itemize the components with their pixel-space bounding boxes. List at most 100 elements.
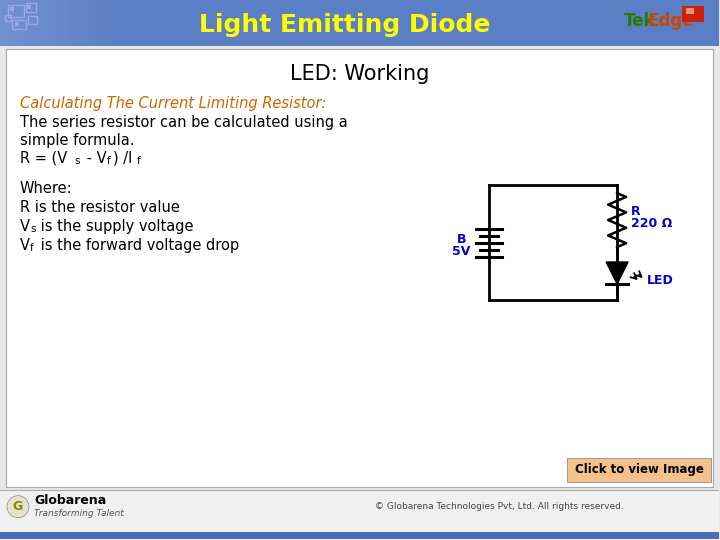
Text: Click to view Image: Click to view Image: [575, 463, 703, 476]
Bar: [80, 1, 82, 46]
Text: Tek: Tek: [624, 12, 656, 30]
Text: 220 Ω: 220 Ω: [631, 217, 672, 230]
Bar: [110, 1, 112, 46]
Bar: [10, 8, 14, 11]
Bar: [38, 1, 40, 46]
Bar: [6, 1, 8, 46]
Text: - V: - V: [82, 151, 107, 166]
Bar: [92, 1, 94, 46]
Text: ) /I: ) /I: [113, 151, 132, 166]
Polygon shape: [606, 262, 628, 284]
Bar: [27, 5, 31, 9]
Bar: [74, 1, 76, 46]
Text: The series resistor can be calculated using a: The series resistor can be calculated us…: [20, 114, 348, 130]
Bar: [106, 1, 108, 46]
Bar: [32, 1, 34, 46]
Bar: [0, 1, 2, 46]
Bar: [20, 1, 22, 46]
Bar: [56, 1, 58, 46]
Bar: [5, 15, 11, 22]
Text: f: f: [137, 156, 140, 166]
Text: s: s: [75, 156, 81, 166]
Bar: [114, 1, 116, 46]
Bar: [46, 1, 48, 46]
Bar: [26, 1, 28, 46]
Bar: [4, 1, 6, 46]
Bar: [18, 1, 20, 46]
Bar: [78, 1, 80, 46]
Bar: [60, 1, 62, 46]
Text: Globarena: Globarena: [34, 494, 107, 507]
Text: LED: LED: [647, 274, 674, 287]
Circle shape: [7, 496, 29, 518]
Bar: [96, 1, 98, 46]
Text: is the forward voltage drop: is the forward voltage drop: [36, 238, 239, 253]
Bar: [686, 9, 694, 15]
Text: LED: Working: LED: Working: [289, 64, 429, 84]
Bar: [88, 1, 90, 46]
Bar: [116, 1, 118, 46]
Bar: [50, 1, 52, 46]
Bar: [15, 22, 19, 26]
Bar: [112, 1, 114, 46]
Text: Where:: Where:: [20, 180, 73, 195]
Bar: [2, 1, 4, 46]
Bar: [68, 1, 70, 46]
Bar: [26, 3, 36, 12]
Bar: [76, 1, 78, 46]
Text: G: G: [13, 500, 23, 513]
Text: Calculating The Current Limiting Resistor:: Calculating The Current Limiting Resisto…: [20, 96, 326, 111]
Bar: [108, 1, 110, 46]
Bar: [12, 1, 14, 46]
Bar: [22, 1, 24, 46]
Bar: [72, 1, 74, 46]
Bar: [8, 1, 10, 46]
Text: f: f: [30, 243, 34, 253]
Text: R = (V: R = (V: [20, 151, 67, 166]
Bar: [16, 1, 18, 46]
Text: V: V: [20, 238, 30, 253]
Text: simple formula.: simple formula.: [20, 133, 135, 147]
Bar: [0, 490, 719, 539]
Text: s: s: [30, 224, 35, 234]
Text: 5V: 5V: [452, 245, 471, 258]
Bar: [28, 1, 30, 46]
Bar: [64, 1, 66, 46]
Bar: [30, 1, 32, 46]
Bar: [66, 1, 68, 46]
Bar: [34, 1, 36, 46]
Bar: [52, 1, 54, 46]
Text: Edge: Edge: [647, 12, 693, 30]
Bar: [48, 1, 50, 46]
Bar: [102, 1, 104, 46]
Bar: [12, 21, 26, 29]
Bar: [94, 1, 96, 46]
Text: is the supply voltage: is the supply voltage: [36, 219, 194, 234]
Bar: [0, 1, 719, 46]
Bar: [24, 1, 26, 46]
Bar: [118, 1, 120, 46]
Bar: [90, 1, 92, 46]
Text: R is the resistor value: R is the resistor value: [20, 200, 180, 214]
Text: © Globarena Technologies Pvt, Ltd. All rights reserved.: © Globarena Technologies Pvt, Ltd. All r…: [375, 502, 624, 511]
Bar: [82, 1, 84, 46]
Bar: [28, 16, 37, 24]
Text: Light Emitting Diode: Light Emitting Diode: [199, 14, 490, 37]
Bar: [682, 6, 704, 22]
Bar: [98, 1, 100, 46]
Bar: [40, 1, 42, 46]
Bar: [567, 458, 711, 482]
Text: Transforming Talent: Transforming Talent: [34, 509, 124, 518]
Bar: [62, 1, 64, 46]
Bar: [14, 1, 16, 46]
Bar: [84, 1, 86, 46]
Text: f: f: [107, 156, 111, 166]
Text: B: B: [456, 233, 466, 246]
Text: R: R: [631, 205, 641, 218]
Bar: [100, 1, 102, 46]
Bar: [36, 1, 38, 46]
Bar: [104, 1, 106, 46]
Bar: [6, 49, 713, 487]
Bar: [70, 1, 72, 46]
Bar: [86, 1, 88, 46]
